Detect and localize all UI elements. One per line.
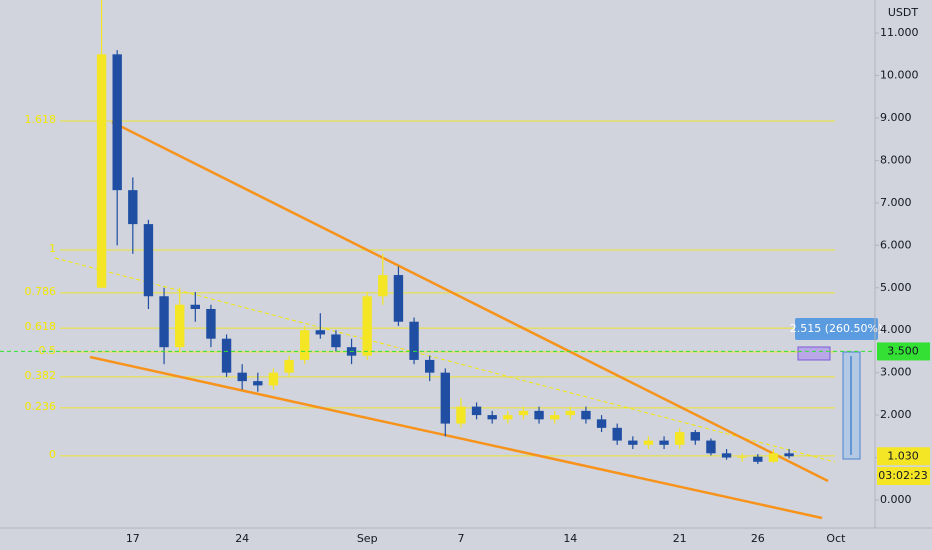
candle-body [675, 432, 685, 445]
candle-body [393, 275, 404, 322]
price-label-box [877, 447, 930, 466]
x-tick-label: Oct [826, 532, 846, 545]
fib-label: 0.786 [25, 285, 57, 298]
x-tick-label: 26 [751, 532, 765, 545]
candle-body [534, 410, 544, 420]
candle-body [628, 440, 638, 445]
y-tick-label: 10.000 [880, 69, 919, 82]
candle-body [409, 321, 419, 360]
candle-body [487, 415, 497, 420]
candle-body [706, 440, 716, 454]
x-tick-label: 17 [126, 532, 140, 545]
candles [96, 0, 794, 464]
candle-body [456, 406, 466, 424]
candle-body [768, 453, 779, 462]
y-tick-label: 0.000 [880, 493, 912, 506]
lower-trendline [89, 355, 823, 520]
x-tick-label: 14 [563, 532, 577, 545]
x-tick-label: 21 [673, 532, 687, 545]
candle-body [753, 456, 763, 462]
candle-body [737, 456, 747, 458]
countdown: 03:02:23 [878, 469, 927, 482]
candle-body [581, 410, 591, 420]
candle-body [331, 334, 341, 348]
candle-body [253, 381, 263, 386]
candle-body [128, 190, 138, 225]
measure-label-box [795, 318, 878, 340]
candle-body [315, 330, 325, 335]
fib-label: 0.618 [25, 320, 57, 333]
candle-body [378, 275, 388, 297]
candle-body [268, 372, 279, 386]
candle-body [690, 432, 700, 441]
fib-label: 0.5 [39, 344, 57, 357]
candle-body [659, 440, 669, 445]
candle-body [643, 440, 654, 445]
y-tick-label: 2.000 [880, 408, 912, 421]
candle-body [503, 415, 513, 420]
measure-marker [797, 346, 831, 361]
fib-label: 0.236 [25, 400, 57, 413]
candle-body [425, 359, 435, 373]
x-tick-label: 24 [235, 532, 249, 545]
currency-label: USDT [888, 6, 919, 19]
price-label: 3.500 [887, 344, 919, 357]
fib-label: 1 [49, 242, 56, 255]
candle-body [190, 304, 200, 309]
countdown-box [877, 467, 930, 485]
fib-label: 0 [49, 448, 56, 461]
candle-body [612, 427, 622, 441]
candle-body [175, 304, 185, 348]
candle-body [440, 372, 450, 424]
candle-body [237, 372, 247, 382]
y-tick-label: 8.000 [880, 153, 912, 166]
candle-body [221, 338, 232, 373]
y-tick-label: 3.000 [880, 366, 912, 379]
y-tick-label: 7.000 [880, 196, 912, 209]
price-label: 1.030 [887, 449, 919, 462]
candle-body [518, 410, 529, 416]
candle-body [550, 415, 560, 420]
candle-body [471, 406, 482, 416]
dashed-trend [54, 257, 836, 463]
candle-body [112, 54, 122, 191]
fib-label: 0.382 [25, 369, 57, 382]
candle-body [721, 453, 732, 458]
candle-body [159, 296, 169, 348]
candle-body [206, 308, 216, 339]
y-tick-label: 9.000 [880, 111, 912, 124]
candle-body [362, 296, 372, 356]
candle-body [96, 54, 107, 288]
candle-body [784, 453, 794, 457]
measure-label: 2.515 (260.50%) [790, 322, 883, 335]
candle-body [284, 359, 294, 373]
y-tick-label: 11.000 [880, 26, 919, 39]
upper-trendline [111, 120, 829, 483]
y-tick-label: 5.000 [880, 281, 912, 294]
price-label-box [877, 342, 930, 361]
candle-body [143, 224, 154, 297]
fib-label: 1.618 [25, 113, 57, 126]
candle-body [596, 419, 607, 428]
y-tick-label: 4.000 [880, 323, 912, 336]
y-tick-label: 6.000 [880, 238, 912, 251]
x-tick-label: 7 [457, 532, 464, 545]
candle-body [300, 330, 310, 360]
candle-body [565, 410, 575, 416]
x-tick-label: Sep [357, 532, 378, 545]
